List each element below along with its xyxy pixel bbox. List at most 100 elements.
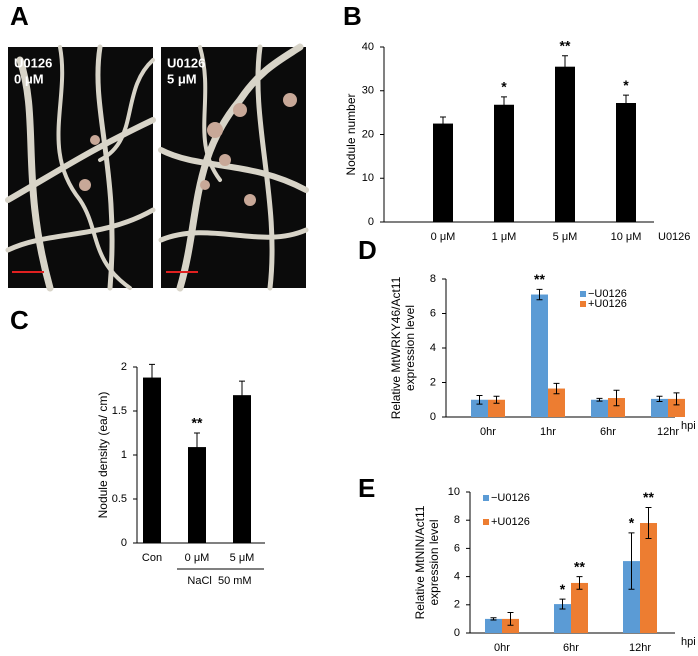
y-tick-label: 0: [454, 627, 460, 639]
y-tick-label: 4: [430, 342, 436, 354]
error-bar: [440, 116, 446, 131]
panel-label: B: [343, 1, 362, 31]
bar: [608, 398, 625, 417]
y-tick-label: 40: [362, 41, 374, 53]
y-tick-label: 20: [362, 128, 374, 140]
x-tick-label: 5 μM: [230, 552, 255, 564]
significance: *: [629, 515, 635, 531]
group-label: NaCl 50 mM: [187, 575, 251, 587]
x-tick-label: 0hr: [494, 642, 510, 654]
bar: [488, 399, 505, 417]
bar: [616, 103, 636, 222]
y-tick-label: 0.5: [112, 493, 127, 505]
panel-label: E: [358, 473, 375, 503]
error-bar: [559, 598, 566, 610]
y-tick-label: 4: [454, 571, 460, 583]
y-tick-label: 1: [121, 449, 127, 461]
bar: [433, 123, 453, 222]
y-axis-label: Relative MtWRKY46/Act11: [389, 276, 403, 419]
y-tick-label: 10: [448, 486, 460, 498]
photo-right: [158, 43, 309, 292]
error-bar: [490, 617, 497, 621]
bar: [555, 66, 575, 222]
significance: *: [560, 581, 566, 597]
panel-label: D: [358, 235, 377, 265]
bar: [471, 399, 488, 417]
panel-label: C: [10, 305, 29, 335]
legend-swatch: [580, 301, 586, 307]
x-tick-label: 6hr: [600, 426, 616, 438]
x-tick-label: 0hr: [480, 426, 496, 438]
y-tick-label: 8: [430, 273, 436, 285]
y-tick-label: 30: [362, 85, 374, 97]
error-bar: [194, 432, 200, 462]
significance: **: [534, 271, 545, 287]
x-extra-label: U0126: [658, 231, 690, 243]
significance: **: [574, 558, 585, 574]
bar: [502, 618, 519, 633]
significance: *: [501, 79, 507, 95]
error-bar: [149, 363, 155, 392]
legend-label: +U0126: [588, 298, 627, 310]
x-tick-label: Con: [142, 552, 162, 564]
error-bar: [656, 395, 663, 402]
legend-label: −U0126: [491, 492, 530, 504]
bar: [640, 523, 657, 633]
legend-label: −U0126: [588, 288, 627, 300]
x-tick-label: 12hr: [657, 426, 679, 438]
bar: [548, 388, 565, 417]
significance: **: [192, 415, 203, 431]
bar: [571, 582, 588, 633]
significance: *: [623, 77, 629, 93]
error-bar: [553, 382, 560, 395]
x-tick-label: 0 μM: [431, 231, 456, 243]
y-tick-label: 2: [121, 361, 127, 373]
y-tick-label: 0: [121, 537, 127, 549]
panel-label: A: [10, 1, 29, 31]
error-bar: [501, 96, 507, 114]
x-tick-label: 5 μM: [553, 231, 578, 243]
photo-left: [5, 44, 156, 292]
error-bar: [628, 532, 635, 590]
y-tick-label: 6: [454, 542, 460, 554]
significance: **: [560, 37, 571, 53]
y-axis-label: expression level: [403, 305, 417, 391]
error-bar: [476, 394, 483, 405]
y-tick-label: 8: [454, 514, 460, 526]
y-tick-label: 2: [454, 599, 460, 611]
y-tick-label: 2: [430, 376, 436, 388]
error-bar: [623, 94, 629, 112]
error-bar: [562, 55, 568, 79]
bar: [554, 604, 571, 633]
y-axis-label: Relative MtNIN/Act11: [413, 505, 427, 619]
y-axis-label: Nodule number: [344, 93, 358, 175]
bar: [591, 399, 608, 417]
y-tick-label: 1.5: [112, 405, 127, 417]
x-tick-label: 10 μM: [611, 231, 642, 243]
photo-label: U0126: [14, 55, 52, 70]
x-unit: hpi: [681, 636, 696, 648]
error-bar: [239, 380, 245, 410]
error-bar: [493, 395, 500, 404]
photo-label: 0 μM: [14, 71, 44, 86]
bar: [623, 561, 640, 633]
x-tick-label: 6hr: [563, 642, 579, 654]
legend-label: +U0126: [491, 516, 530, 528]
bar: [494, 104, 514, 222]
legend-swatch: [483, 495, 489, 501]
bar: [485, 618, 502, 633]
error-bar: [596, 397, 603, 402]
bar: [188, 447, 206, 543]
y-tick-label: 10: [362, 172, 374, 184]
error-bar: [576, 576, 583, 590]
x-tick-label: 1 μM: [492, 231, 517, 243]
error-bar: [613, 389, 620, 407]
bar: [668, 398, 685, 417]
bar: [651, 398, 668, 417]
error-bar: [507, 612, 514, 626]
x-tick-label: 1hr: [540, 426, 556, 438]
y-tick-label: 6: [430, 307, 436, 319]
photo-label: 5 μM: [167, 71, 197, 86]
significance: **: [643, 489, 654, 505]
